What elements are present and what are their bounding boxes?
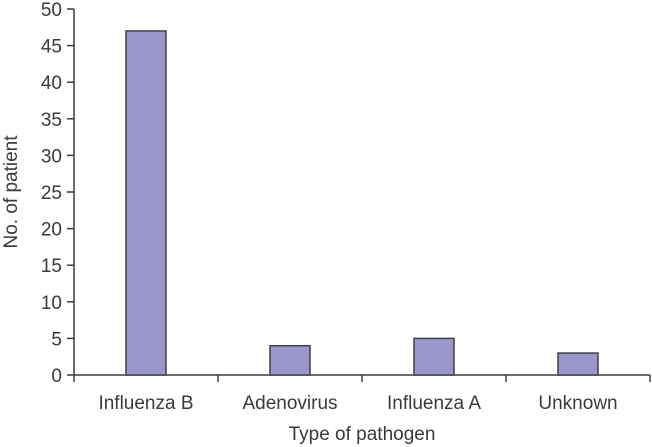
x-axis: Influenza B Adenovirus Influenza A Unknown xyxy=(73,374,651,414)
y-tick-label: 50 xyxy=(41,0,62,21)
y-tick-label: 0 xyxy=(51,366,62,387)
y-tick-label: 25 xyxy=(41,183,62,204)
y-tick-label: 35 xyxy=(41,110,62,131)
x-axis-title: Type of pathogen xyxy=(289,424,436,445)
x-tick-label: Unknown xyxy=(538,393,617,414)
y-tick-label: 5 xyxy=(51,329,62,350)
bars xyxy=(125,30,599,376)
y-tick-label: 10 xyxy=(41,293,62,314)
y-tick-label: 30 xyxy=(41,146,62,167)
y-tick-label: 15 xyxy=(41,256,62,277)
y-axis-title: No. of patient xyxy=(1,135,22,249)
y-axis: 0 5 10 15 20 25 30 35 40 45 50 xyxy=(41,0,75,387)
x-tick-label: Influenza A xyxy=(387,393,481,414)
bar-influenza-a xyxy=(413,337,455,376)
y-tick-label: 20 xyxy=(41,220,62,241)
x-tick-label: Influenza B xyxy=(98,393,193,414)
y-tick-label: 40 xyxy=(41,73,62,94)
y-tick-label: 45 xyxy=(41,37,62,58)
x-tick-label: Adenovirus xyxy=(242,393,337,414)
bar-unknown xyxy=(557,352,599,376)
bar-adenovirus xyxy=(269,344,311,376)
bar-influenza-b xyxy=(125,30,167,376)
